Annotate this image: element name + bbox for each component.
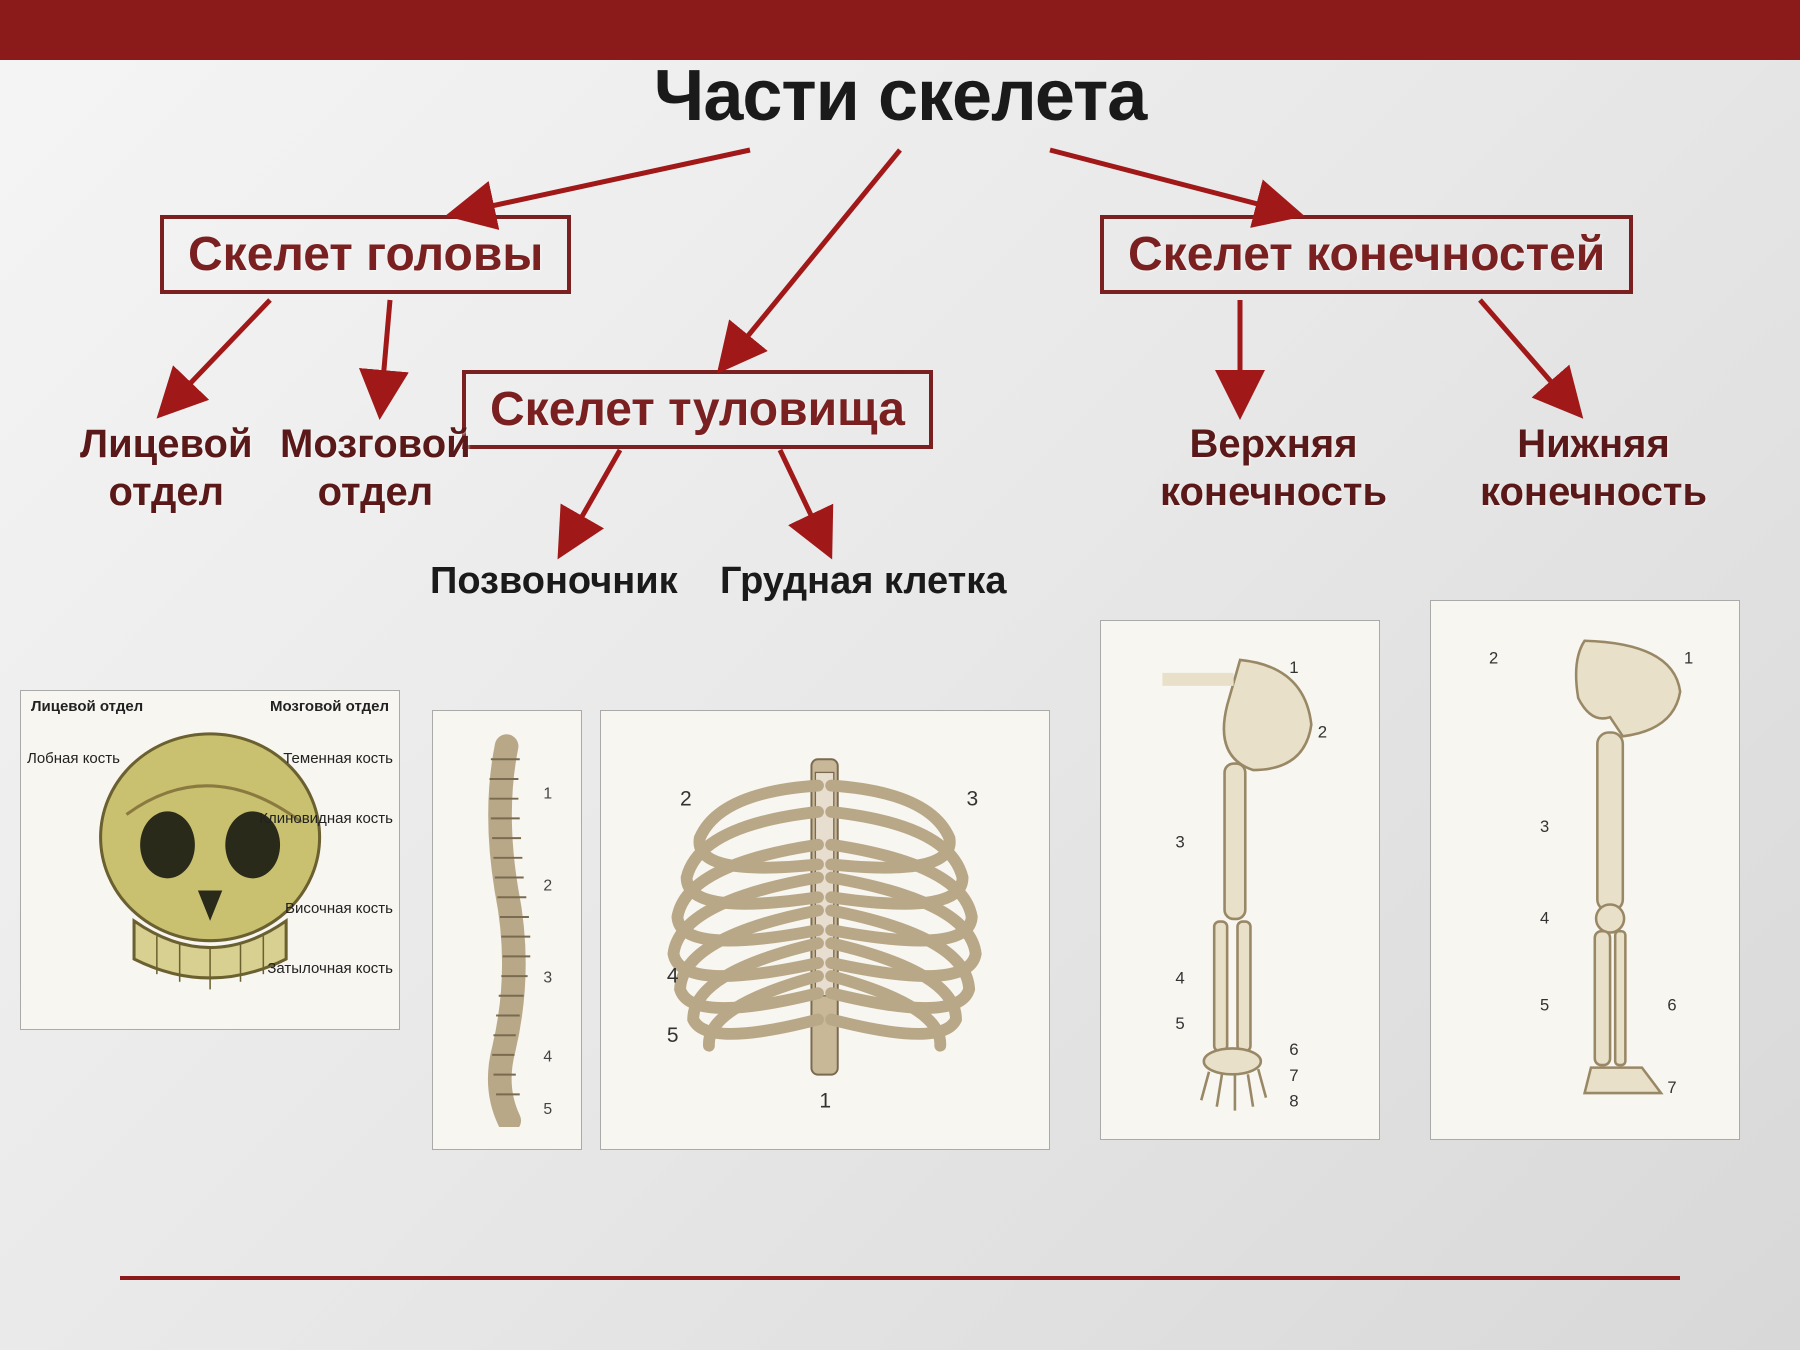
svg-text:4: 4 (1175, 969, 1184, 988)
skull-parietal: Теменная кость (283, 751, 393, 768)
ribcage-icon: 2 3 4 5 1 (623, 733, 1026, 1127)
svg-text:2: 2 (1318, 723, 1327, 742)
skull-temporal: Височная кость (285, 901, 393, 918)
svg-text:2: 2 (680, 787, 692, 810)
svg-text:7: 7 (1668, 1078, 1677, 1097)
upper-line2: конечность (1160, 470, 1387, 514)
spine-icon: 1 2 3 4 5 (440, 733, 573, 1127)
svg-text:5: 5 (667, 1024, 679, 1047)
skull-frontal: Лобная кость (27, 751, 120, 768)
svg-text:3: 3 (1540, 817, 1549, 836)
cerebral-line2: отдел (318, 470, 434, 514)
svg-text:1: 1 (1684, 649, 1693, 668)
leg-icon: 1 2 3 4 5 6 7 (1446, 628, 1723, 1112)
svg-text:8: 8 (1289, 1092, 1298, 1111)
image-leg: 1 2 3 4 5 6 7 (1430, 600, 1740, 1140)
svg-text:2: 2 (1489, 649, 1498, 668)
image-spine: 1 2 3 4 5 (432, 710, 582, 1150)
svg-text:2: 2 (544, 878, 553, 895)
svg-text:5: 5 (1175, 1014, 1184, 1033)
image-arm: 1 2 3 4 5 6 7 8 (1100, 620, 1380, 1140)
skull-left-header: Лицевой отдел (31, 699, 143, 716)
node-upper: Верхняя конечность (1160, 420, 1387, 516)
page-title: Части скелета (654, 55, 1147, 137)
node-cerebral: Мозговой отдел (280, 420, 471, 516)
svg-text:6: 6 (1668, 995, 1677, 1014)
skull-right-header: Мозговой отдел (270, 699, 389, 716)
image-skull: Лицевой отдел Мозговой отдел Лобная кост… (20, 690, 400, 1030)
bottom-divider (120, 1276, 1680, 1280)
lower-line1: Нижняя (1517, 422, 1670, 466)
svg-text:1: 1 (1289, 658, 1298, 677)
facial-line1: Лицевой (80, 422, 253, 466)
svg-text:3: 3 (967, 787, 979, 810)
svg-text:3: 3 (544, 970, 553, 987)
node-limbs: Скелет конечностей (1100, 215, 1633, 294)
svg-text:3: 3 (1175, 833, 1184, 852)
arm-icon: 1 2 3 4 5 6 7 8 (1115, 647, 1365, 1113)
svg-text:5: 5 (1540, 995, 1549, 1014)
svg-text:1: 1 (820, 1089, 832, 1112)
svg-text:1: 1 (544, 786, 553, 803)
image-ribcage: 2 3 4 5 1 (600, 710, 1050, 1150)
svg-text:6: 6 (1289, 1040, 1298, 1059)
upper-line1: Верхняя (1189, 422, 1357, 466)
lower-line2: конечность (1480, 470, 1707, 514)
node-lower: Нижняя конечность (1480, 420, 1707, 516)
node-trunk: Скелет туловища (462, 370, 933, 449)
node-facial: Лицевой отдел (80, 420, 253, 516)
cerebral-line1: Мозговой (280, 422, 471, 466)
top-bar (0, 0, 1800, 60)
skull-sphenoid: Клиновидная кость (259, 811, 393, 828)
svg-text:4: 4 (1540, 909, 1549, 928)
node-head: Скелет головы (160, 215, 571, 294)
node-head-label: Скелет головы (188, 228, 543, 281)
node-limbs-label: Скелет конечностей (1128, 228, 1605, 281)
node-spine: Позвоночник (430, 560, 678, 603)
svg-text:4: 4 (667, 965, 679, 988)
skull-occipital: Затылочная кость (267, 961, 393, 978)
facial-line2: отдел (109, 470, 225, 514)
svg-text:5: 5 (544, 1101, 553, 1118)
node-trunk-label: Скелет туловища (490, 383, 905, 436)
node-thorax: Грудная клетка (720, 560, 1006, 603)
svg-text:4: 4 (544, 1048, 553, 1065)
svg-text:7: 7 (1289, 1066, 1298, 1085)
